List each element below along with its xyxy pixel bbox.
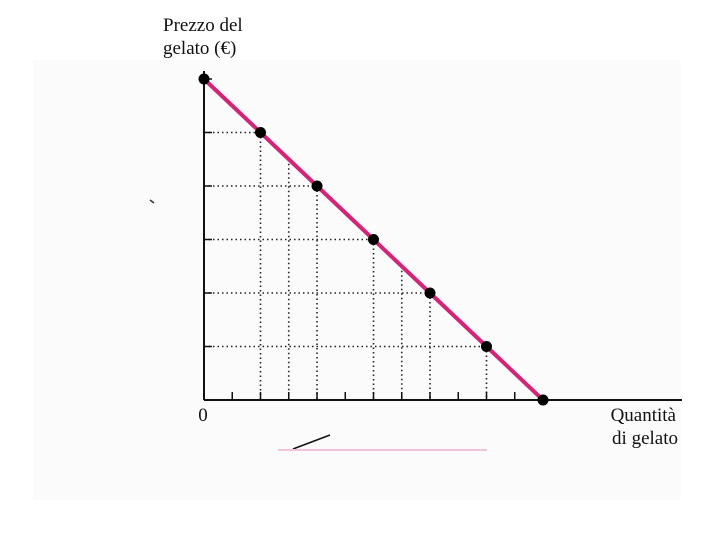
axes (203, 71, 682, 401)
data-point (255, 127, 266, 138)
origin-label: 0 (198, 405, 208, 426)
data-point (198, 73, 210, 85)
background-panel (33, 60, 681, 500)
x-axis-title-line-2: di gelato (612, 428, 678, 449)
axis-ticks (204, 78, 516, 400)
grid-lines (204, 131, 488, 400)
data-point (537, 394, 549, 406)
demand-points (198, 73, 549, 406)
data-point (368, 234, 379, 245)
data-point (311, 180, 323, 192)
y-axis-title-line-2: gelato (€) (163, 38, 236, 59)
x-axis-title-line-1: Quantità (611, 405, 677, 426)
y-axis-title-line-1: Prezzo del (163, 15, 243, 36)
data-point (481, 341, 492, 352)
data-point (424, 287, 436, 299)
stray-marks (149, 199, 487, 451)
